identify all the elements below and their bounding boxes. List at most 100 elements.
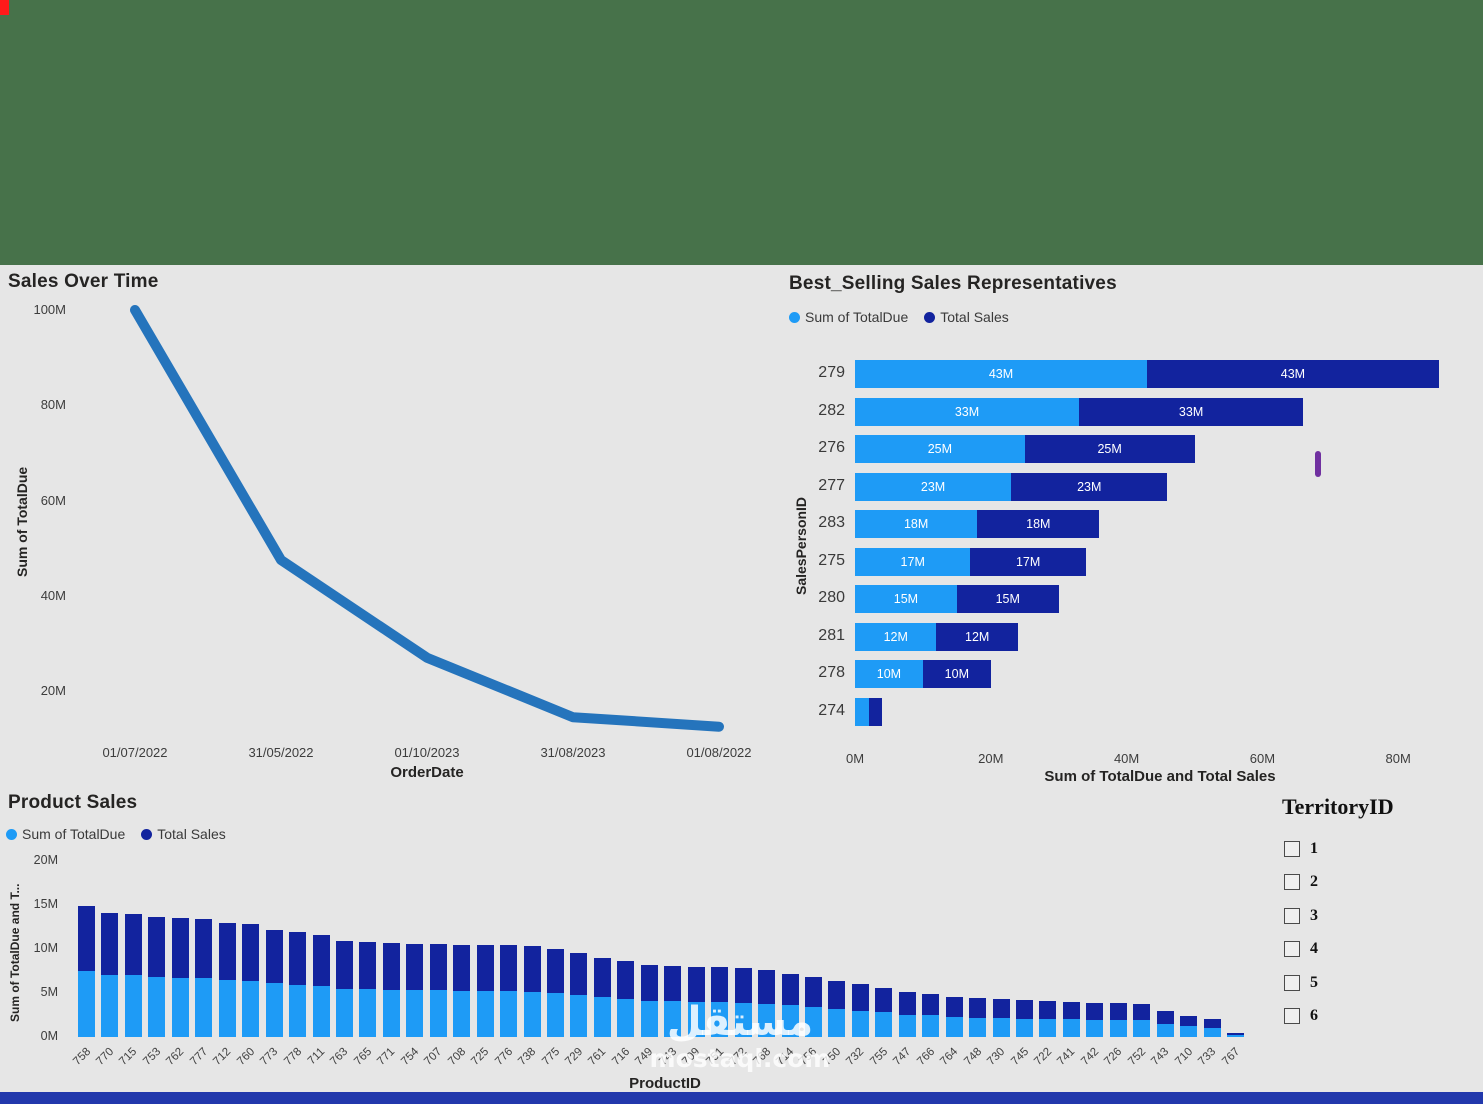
column-segment-totaldue[interactable]	[359, 989, 377, 1037]
column-segment-total-sales[interactable]	[945, 996, 963, 1017]
column-segment-totaldue[interactable]	[406, 990, 424, 1037]
column-segment-totaldue[interactable]	[335, 989, 353, 1037]
column-segment-totaldue[interactable]	[148, 977, 166, 1037]
column-segment-totaldue[interactable]	[664, 1001, 682, 1037]
column-segment-totaldue[interactable]	[312, 985, 330, 1037]
column-segment-totaldue[interactable]	[1227, 1034, 1245, 1037]
bar-segment-total-sales[interactable]: 17M	[970, 547, 1086, 576]
column-segment-total-sales[interactable]	[1133, 1003, 1151, 1021]
column-segment-total-sales[interactable]	[711, 967, 729, 1003]
checkbox[interactable]	[1284, 907, 1300, 924]
column-segment-total-sales[interactable]	[687, 966, 705, 1002]
column-segment-total-sales[interactable]	[1180, 1015, 1198, 1027]
column-segment-totaldue[interactable]	[124, 975, 142, 1037]
bar-segment-totaldue[interactable]: 43M	[855, 360, 1147, 388]
bar-segment-total-sales[interactable]: 43M	[1146, 360, 1439, 388]
column-segment-totaldue[interactable]	[101, 974, 119, 1037]
column-segment-totaldue[interactable]	[711, 1002, 729, 1037]
column-segment-total-sales[interactable]	[547, 949, 564, 993]
column-segment-total-sales[interactable]	[195, 919, 213, 979]
column-segment-totaldue[interactable]	[1062, 1019, 1080, 1037]
bar-segment-total-sales[interactable]: 10M	[922, 660, 991, 688]
bar-segment-total-sales[interactable]: 15M	[956, 585, 1059, 613]
bar-segment-totaldue[interactable]: 12M	[855, 622, 937, 651]
column-segment-totaldue[interactable]	[523, 991, 541, 1037]
bar-segment-totaldue[interactable]: 25M	[855, 435, 1025, 463]
bar-segment-totaldue[interactable]: 23M	[855, 472, 1012, 501]
column-segment-total-sales[interactable]	[359, 941, 377, 990]
legend-item[interactable]: Sum of TotalDue	[6, 826, 125, 842]
slicer-option-row[interactable]: 1	[1284, 832, 1464, 866]
column-segment-total-sales[interactable]	[406, 943, 424, 991]
column-segment-total-sales[interactable]	[78, 905, 95, 972]
column-segment-total-sales[interactable]	[1016, 1000, 1033, 1019]
column-segment-total-sales[interactable]	[851, 984, 869, 1011]
column-segment-totaldue[interactable]	[922, 1015, 940, 1037]
bar-segment-total-sales[interactable]	[868, 697, 883, 726]
column-segment-totaldue[interactable]	[382, 989, 400, 1037]
column-segment-totaldue[interactable]	[758, 1003, 776, 1037]
slicer-option-row[interactable]: 6	[1284, 1000, 1464, 1034]
checkbox[interactable]	[1284, 941, 1300, 958]
column-segment-total-sales[interactable]	[922, 993, 940, 1016]
column-segment-total-sales[interactable]	[875, 987, 893, 1013]
column-segment-total-sales[interactable]	[312, 934, 330, 986]
bar-segment-totaldue[interactable]: 10M	[855, 660, 923, 688]
column-segment-totaldue[interactable]	[1203, 1027, 1221, 1037]
column-segment-total-sales[interactable]	[429, 943, 447, 991]
column-segment-totaldue[interactable]	[500, 991, 518, 1037]
column-segment-totaldue[interactable]	[875, 1012, 893, 1037]
column-segment-totaldue[interactable]	[265, 983, 283, 1037]
column-segment-total-sales[interactable]	[289, 932, 307, 985]
column-segment-total-sales[interactable]	[101, 912, 119, 975]
column-segment-total-sales[interactable]	[1227, 1032, 1245, 1035]
bar-segment-totaldue[interactable]: 18M	[855, 510, 978, 538]
slicer-option-row[interactable]: 5	[1284, 966, 1464, 1000]
column-segment-total-sales[interactable]	[1203, 1018, 1221, 1028]
column-segment-totaldue[interactable]	[1156, 1024, 1174, 1037]
column-segment-total-sales[interactable]	[1039, 1000, 1057, 1019]
checkbox[interactable]	[1284, 974, 1300, 991]
legend-item[interactable]: Sum of TotalDue	[789, 309, 908, 325]
column-segment-total-sales[interactable]	[523, 946, 541, 992]
column-segment-total-sales[interactable]	[758, 970, 776, 1004]
bar-segment-totaldue[interactable]: 33M	[855, 397, 1080, 426]
sales-line-series[interactable]	[130, 305, 724, 732]
column-segment-totaldue[interactable]	[476, 990, 494, 1037]
column-segment-total-sales[interactable]	[992, 999, 1010, 1019]
checkbox[interactable]	[1284, 874, 1300, 891]
column-segment-total-sales[interactable]	[148, 917, 166, 978]
bar-segment-total-sales[interactable]: 18M	[977, 510, 1100, 538]
column-segment-totaldue[interactable]	[429, 990, 447, 1037]
column-segment-totaldue[interactable]	[640, 1000, 658, 1037]
column-segment-total-sales[interactable]	[382, 942, 400, 990]
column-segment-total-sales[interactable]	[265, 929, 283, 984]
bar-segment-totaldue[interactable]: 17M	[855, 547, 971, 576]
column-segment-totaldue[interactable]	[617, 999, 635, 1037]
column-segment-total-sales[interactable]	[804, 977, 822, 1008]
bar-segment-total-sales[interactable]: 12M	[936, 622, 1018, 651]
column-segment-totaldue[interactable]	[804, 1007, 822, 1037]
column-segment-totaldue[interactable]	[969, 1017, 987, 1037]
column-segment-total-sales[interactable]	[617, 961, 635, 1000]
column-segment-total-sales[interactable]	[242, 924, 260, 981]
column-segment-total-sales[interactable]	[1109, 1002, 1127, 1020]
bar-segment-total-sales[interactable]: 23M	[1011, 472, 1168, 501]
column-segment-totaldue[interactable]	[242, 980, 260, 1037]
checkbox[interactable]	[1284, 1008, 1300, 1025]
column-segment-totaldue[interactable]	[898, 1014, 916, 1037]
bar-segment-total-sales[interactable]: 33M	[1079, 397, 1304, 426]
column-segment-totaldue[interactable]	[945, 1016, 963, 1037]
column-segment-total-sales[interactable]	[171, 918, 189, 978]
column-segment-totaldue[interactable]	[734, 1002, 752, 1037]
column-segment-totaldue[interactable]	[1133, 1020, 1151, 1037]
column-segment-total-sales[interactable]	[1062, 1001, 1080, 1020]
column-segment-totaldue[interactable]	[1086, 1019, 1104, 1037]
bar-segment-total-sales[interactable]: 25M	[1024, 435, 1195, 463]
slicer-option-row[interactable]: 3	[1284, 899, 1464, 933]
bar-segment-totaldue[interactable]	[855, 697, 869, 726]
column-segment-total-sales[interactable]	[640, 964, 658, 1001]
column-segment-totaldue[interactable]	[781, 1005, 799, 1037]
column-segment-totaldue[interactable]	[1039, 1018, 1057, 1037]
column-segment-total-sales[interactable]	[664, 965, 682, 1002]
